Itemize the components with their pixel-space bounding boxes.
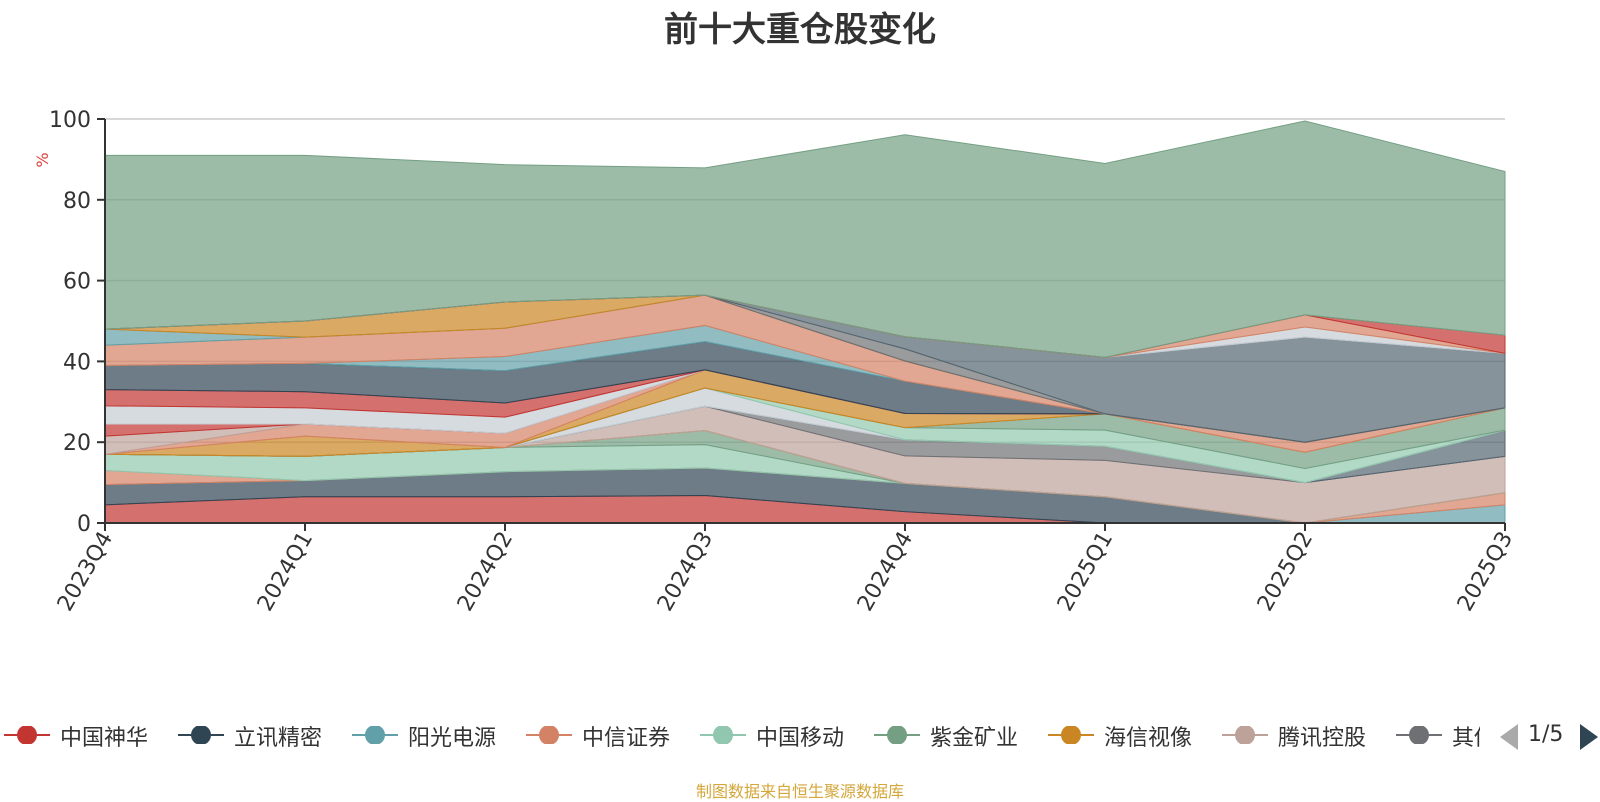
legend-item[interactable]: 立讯精密 [174, 718, 342, 752]
x-tick-label: 2025Q2 [1253, 528, 1318, 616]
y-tick-label: 100 [49, 108, 91, 133]
legend-item[interactable]: 海信视像 [1044, 718, 1212, 752]
x-tick-label: 2025Q1 [1053, 528, 1118, 616]
legend-label: 阳光电源 [408, 726, 497, 751]
legend-item[interactable]: 中信证券 [522, 718, 690, 752]
area-series [104, 120, 1506, 524]
legend-marker-icon [700, 726, 746, 744]
x-tick-label: 2024Q1 [253, 528, 318, 616]
legend-item[interactable]: 中国神华 [0, 718, 168, 752]
y-axis-label: % [33, 152, 52, 167]
legend-label: 中国移动 [756, 726, 845, 751]
x-tick-label: 2024Q2 [453, 528, 518, 616]
legend-label: 紫金矿业 [930, 726, 1019, 751]
x-tick-label: 2024Q4 [853, 528, 918, 616]
y-tick-label: 60 [63, 270, 91, 295]
y-tick-label: 80 [63, 189, 91, 214]
legend-marker-icon [874, 726, 920, 744]
legend-label: 中国神华 [60, 726, 149, 751]
legend-label: 其他 [1452, 726, 1480, 751]
chart-title: 前十大重仓股变化 [664, 10, 936, 50]
legend-marker-icon [1222, 726, 1268, 744]
x-tick-label: 2023Q4 [53, 528, 118, 616]
legend-marker-icon [4, 726, 50, 744]
legend-marker-icon [526, 726, 572, 744]
legend-label: 海信视像 [1104, 726, 1193, 751]
area-layer [104, 120, 1506, 358]
legend-item[interactable]: 腾讯控股 [1218, 718, 1386, 752]
source-note: 制图数据来自恒生聚源数据库 [695, 782, 904, 801]
legend-label: 中信证券 [582, 726, 671, 751]
x-tick-label: 2024Q3 [653, 528, 718, 616]
legend-pager: 1/5 [1498, 720, 1600, 754]
legend-label: 腾讯控股 [1278, 726, 1367, 751]
legend-item[interactable]: 阳光电源 [348, 718, 516, 752]
legend-marker-icon [1396, 726, 1442, 744]
legend: 中国神华 立讯精密 阳光电源 中信证券 中国移动 紫金矿业 海信视像 腾讯控股 其他 [0, 718, 1480, 752]
pager-prev-icon[interactable] [1498, 722, 1520, 752]
legend-item[interactable]: 紫金矿业 [870, 718, 1038, 752]
legend-label: 立讯精密 [234, 726, 323, 751]
legend-marker-icon [352, 726, 398, 744]
pager-page-indicator: 1/5 [1528, 722, 1564, 747]
legend-marker-icon [1048, 726, 1094, 744]
y-tick-label: 40 [63, 350, 91, 375]
x-tick-label: 2025Q3 [1453, 528, 1518, 616]
legend-item[interactable]: 其他 [1392, 718, 1480, 752]
legend-marker-icon [178, 726, 224, 744]
legend-item[interactable]: 中国移动 [696, 718, 864, 752]
pager-next-icon[interactable] [1578, 722, 1600, 752]
y-tick-label: 20 [63, 431, 91, 456]
y-tick-label: 0 [77, 512, 91, 537]
